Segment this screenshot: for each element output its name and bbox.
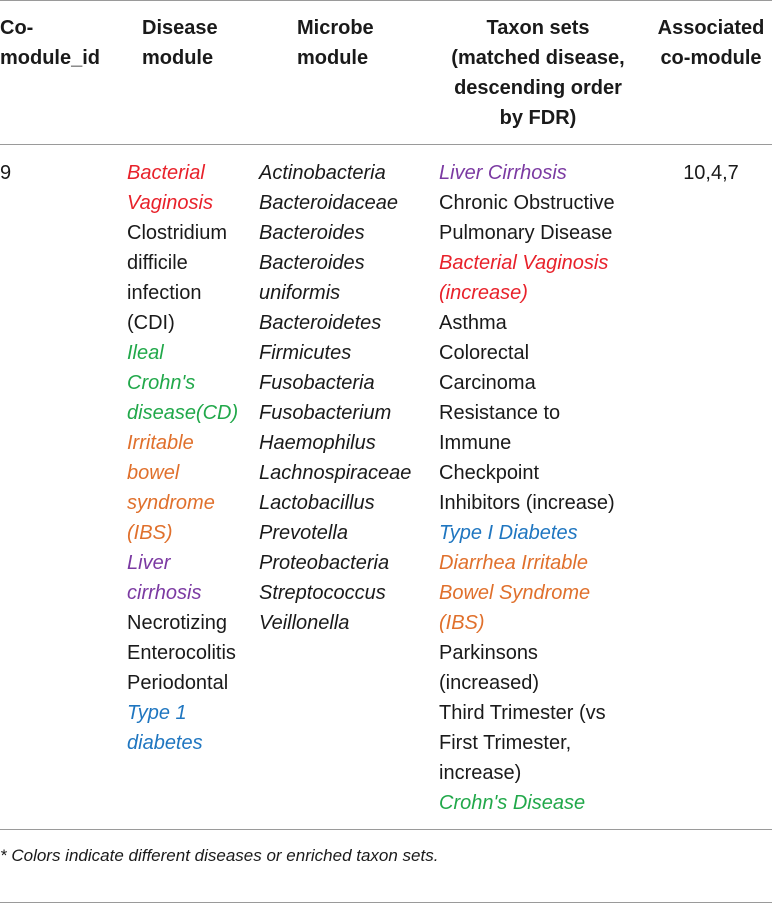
- taxon-set-line: Asthma: [439, 312, 507, 334]
- microbe-line: Firmicutes: [259, 342, 352, 364]
- taxon-set-line: Colorectal: [439, 342, 530, 364]
- microbe-line: Lachnospiraceae: [259, 462, 412, 484]
- disease-line: diabetes: [127, 732, 203, 754]
- disease-line: Periodontal: [127, 672, 229, 694]
- header-line: Taxon sets: [486, 17, 590, 39]
- taxon-set-line: (increased): [439, 672, 540, 694]
- comodule-id-value: 9: [0, 162, 12, 184]
- header-line: by FDR): [499, 107, 577, 129]
- taxon-set-line: Immune: [439, 432, 512, 454]
- disease-line: (IBS): [127, 522, 173, 544]
- disease-line: Necrotizing: [127, 612, 228, 634]
- taxon-set-line: (IBS): [439, 612, 485, 634]
- taxon-set-line: Carcinoma: [439, 372, 536, 394]
- table-top-rule: [0, 0, 772, 1]
- taxon-set-line: increase): [439, 762, 522, 784]
- disease-line: Vaginosis: [127, 192, 213, 214]
- table-bottom-rule: [0, 902, 772, 903]
- header-line: Co-: [0, 17, 34, 39]
- microbe-line: Fusobacterium: [259, 402, 392, 424]
- taxon-set-line: Parkinsons: [439, 642, 538, 664]
- header-microbe-module: Microbe module: [297, 13, 374, 73]
- taxon-set-line: Third Trimester (vs: [439, 702, 606, 724]
- disease-line: (CDI): [127, 312, 175, 334]
- disease-line: infection: [127, 282, 202, 304]
- header-line: co-module: [660, 47, 762, 69]
- header-line: Microbe: [297, 17, 374, 39]
- microbe-line: Actinobacteria: [259, 162, 386, 184]
- table-body-rule: [0, 829, 772, 830]
- disease-line: Liver: [127, 552, 171, 574]
- microbe-line: Proteobacteria: [259, 552, 390, 574]
- cell-comodule-id: 9: [0, 158, 11, 188]
- taxon-set-line: Resistance to: [439, 402, 561, 424]
- disease-line: Enterocolitis: [127, 642, 236, 664]
- header-taxon-sets: Taxon sets (matched disease, descending …: [437, 13, 639, 133]
- header-rule: [0, 144, 772, 145]
- header-line: module: [297, 47, 369, 69]
- taxon-set-line: Checkpoint: [439, 462, 540, 484]
- taxon-set-line: Inhibitors (increase): [439, 492, 615, 514]
- header-disease-module: Disease module: [142, 13, 218, 73]
- header-line: (matched disease,: [451, 47, 625, 69]
- disease-line: Irritable: [127, 432, 194, 454]
- disease-line: Crohn's: [127, 372, 196, 394]
- taxon-set-line: Diarrhea Irritable: [439, 552, 588, 574]
- disease-line: syndrome: [127, 492, 215, 514]
- header-line: Disease: [142, 17, 218, 39]
- microbe-line: Haemophilus: [259, 432, 376, 454]
- disease-line: difficile: [127, 252, 188, 274]
- header-line: Associated: [657, 17, 765, 39]
- header-line: descending order: [454, 77, 622, 99]
- microbe-line: Fusobacteria: [259, 372, 375, 394]
- taxon-set-line: Type I Diabetes: [439, 522, 578, 544]
- microbe-line: Prevotella: [259, 522, 348, 544]
- microbe-line: Bacteroidetes: [259, 312, 382, 334]
- disease-line: Clostridium: [127, 222, 228, 244]
- header-line: module: [142, 47, 214, 69]
- header-line: module_id: [0, 47, 101, 69]
- taxon-set-line: First Trimester,: [439, 732, 572, 754]
- cell-disease-module: Bacterial Vaginosis Clostridium difficile in…: [127, 158, 238, 758]
- microbe-line: Lactobacillus: [259, 492, 375, 514]
- disease-line: disease(CD): [127, 402, 239, 424]
- taxon-set-line: Bowel Syndrome: [439, 582, 591, 604]
- microbe-line: Veillonella: [259, 612, 350, 634]
- taxon-set-line: Bacterial Vaginosis: [439, 252, 609, 274]
- disease-line: bowel: [127, 462, 180, 484]
- header-comodule-id: Co- module_id: [0, 13, 100, 73]
- cell-taxon-sets: Liver Cirrhosis Chronic Obstructive Pulmon…: [439, 158, 615, 818]
- microbe-line: uniformis: [259, 282, 341, 304]
- table-footnote: * Colors indicate different diseases or …: [0, 846, 439, 865]
- taxon-set-line: (increase): [439, 282, 528, 304]
- taxon-set-line: Crohn's Disease: [439, 792, 586, 814]
- taxon-set-line: Pulmonary Disease: [439, 222, 613, 244]
- associated-value: 10,4,7: [683, 162, 739, 184]
- microbe-line: Bacteroides: [259, 252, 365, 274]
- microbe-line: Bacteroides: [259, 222, 365, 244]
- taxon-set-line: Liver Cirrhosis: [439, 162, 567, 184]
- header-associated-comodule: Associated co-module: [650, 13, 772, 73]
- microbe-line: Streptococcus: [259, 582, 386, 604]
- cell-associated-comodule: 10,4,7: [650, 158, 772, 188]
- disease-line: Bacterial: [127, 162, 205, 184]
- cell-microbe-module: Actinobacteria Bacteroidaceae Bacteroides B…: [259, 158, 411, 638]
- microbe-line: Bacteroidaceae: [259, 192, 398, 214]
- disease-line: Type 1: [127, 702, 187, 724]
- taxon-set-line: Chronic Obstructive: [439, 192, 615, 214]
- disease-line: Ileal: [127, 342, 164, 364]
- disease-line: cirrhosis: [127, 582, 202, 604]
